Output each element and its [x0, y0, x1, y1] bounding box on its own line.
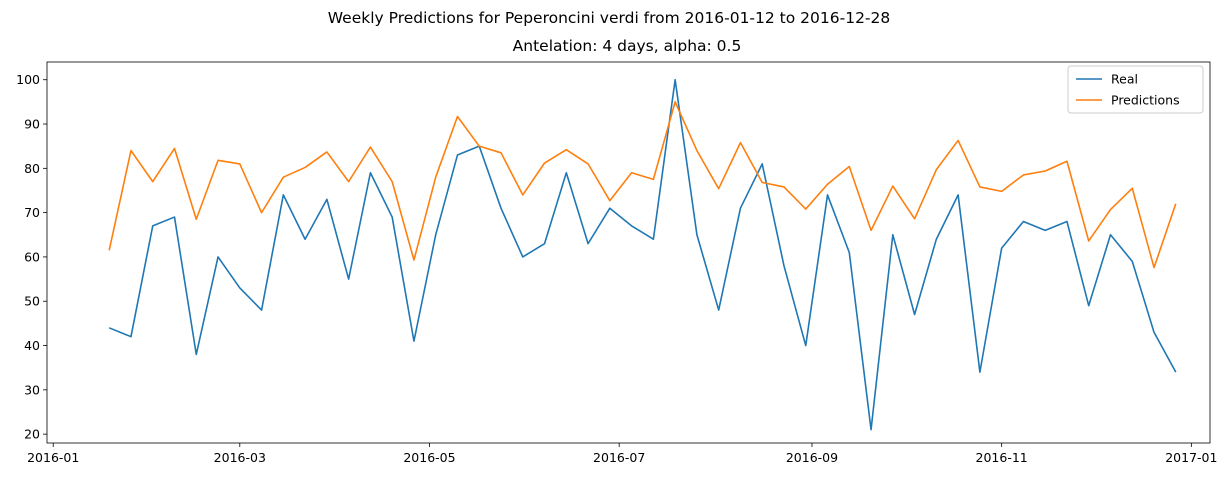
x-tick-label: 2016-05 — [403, 450, 455, 465]
x-tick-label: 2016-01 — [27, 450, 79, 465]
series-line-real — [108, 78, 1177, 431]
legend-label-real: Real — [1111, 72, 1138, 87]
y-tick-label: 40 — [24, 338, 40, 353]
y-tick-label: 80 — [24, 161, 40, 176]
y-tick-label: 30 — [24, 382, 40, 397]
chart-title: Antelation: 4 days, alpha: 0.5 — [513, 37, 742, 55]
legend-box — [1067, 65, 1204, 114]
x-tick-label: 2016-09 — [786, 450, 838, 465]
plot-area: 2016-01 2016-03 2016-05 2016-07 2016-09 2016-… — [16, 61, 1217, 465]
x-tick-label: 2016-07 — [593, 450, 645, 465]
legend-label-predictions: Predictions — [1111, 93, 1180, 108]
y-tick-label: 90 — [24, 117, 40, 132]
plot-frame — [46, 61, 1211, 444]
y-tick-label: 70 — [24, 205, 40, 220]
y-tick-label: 20 — [24, 427, 40, 442]
x-tick-label: 2016-11 — [976, 450, 1028, 465]
series-line-predictions — [108, 101, 1177, 269]
x-tick-label: 2017-01 — [1165, 450, 1217, 465]
chart-suptitle: Weekly Predictions for Peperoncini verdi… — [328, 9, 891, 27]
y-tick-label: 50 — [24, 294, 40, 309]
y-tick-label: 100 — [16, 72, 40, 87]
x-tick-label: 2016-03 — [214, 450, 266, 465]
y-tick-label: 60 — [24, 249, 40, 264]
